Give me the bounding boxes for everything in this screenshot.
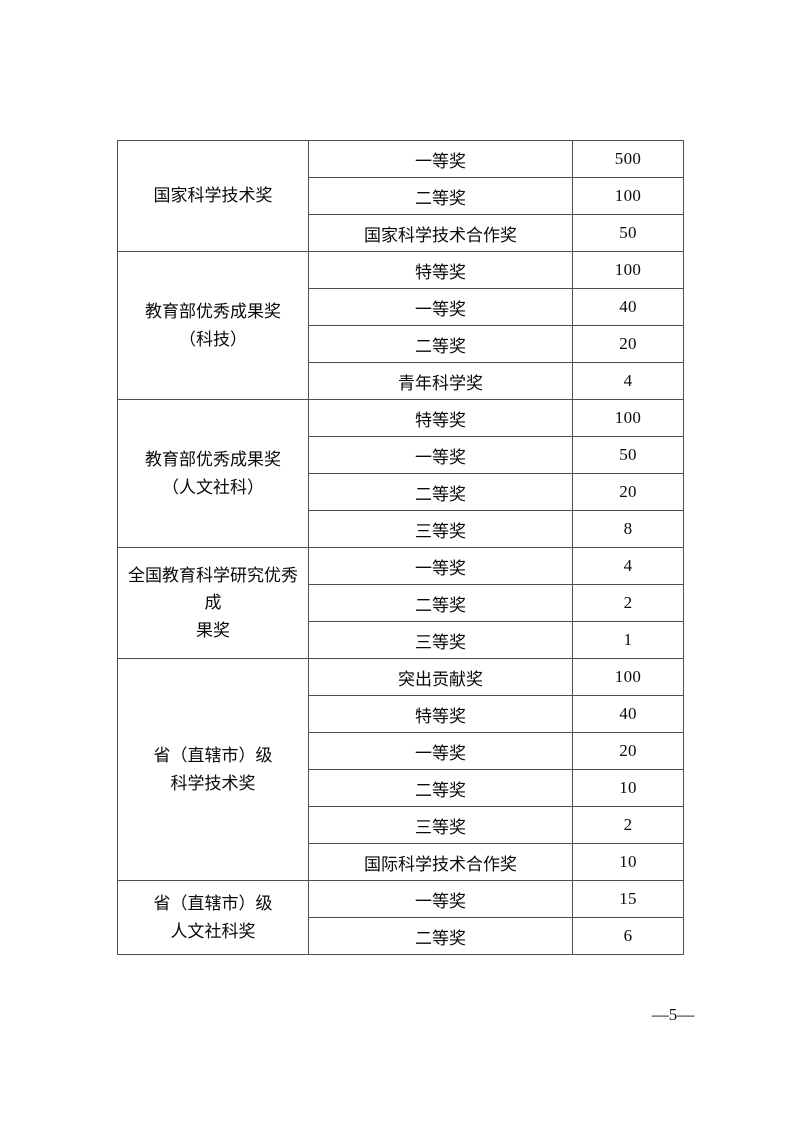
table-row: 二等奖 20: [118, 325, 684, 363]
table-row: 青年科学奖 4: [118, 362, 684, 400]
score-cell: 100: [572, 658, 684, 696]
level-cell: 一等奖: [308, 547, 573, 585]
score-cell: 500: [572, 140, 684, 178]
table-row: 国家科学技术合作奖 50: [118, 214, 684, 252]
score-cell: 20: [572, 325, 684, 363]
table-row: 二等奖 100: [118, 177, 684, 215]
table-row: 二等奖 10: [118, 769, 684, 807]
table-row: 三等奖 1: [118, 621, 684, 659]
level-cell: 青年科学奖: [308, 362, 573, 400]
category-cell: 国家科学技术奖: [117, 140, 309, 252]
level-cell: 一等奖: [308, 880, 573, 918]
score-cell: 50: [572, 436, 684, 474]
table-row: 二等奖 6: [118, 917, 684, 955]
level-cell: 特等奖: [308, 695, 573, 733]
level-cell: 二等奖: [308, 473, 573, 511]
score-cell: 1: [572, 621, 684, 659]
score-cell: 4: [572, 362, 684, 400]
level-cell: 特等奖: [308, 399, 573, 437]
level-cell: 国家科学技术合作奖: [308, 214, 573, 252]
table-row: 省（直辖市）级 人文社科奖 一等奖 15: [117, 880, 684, 955]
table-row: 教育部优秀成果奖 （科技） 特等奖 100: [117, 251, 684, 400]
level-cell: 二等奖: [308, 769, 573, 807]
level-cell: 三等奖: [308, 806, 573, 844]
score-cell: 2: [572, 584, 684, 622]
score-cell: 100: [572, 399, 684, 437]
table-row: 国际科学技术合作奖 10: [118, 843, 684, 881]
score-cell: 10: [572, 769, 684, 807]
level-cell: 一等奖: [308, 732, 573, 770]
level-cell: 一等奖: [308, 140, 573, 178]
level-cell: 三等奖: [308, 510, 573, 548]
category-cell: 教育部优秀成果奖 （科技）: [117, 251, 309, 400]
score-cell: 8: [572, 510, 684, 548]
table-row: 国家科学技术奖 一等奖 500: [117, 140, 684, 252]
table-row: 全国教育科学研究优秀成 果奖 一等奖 4: [117, 547, 684, 659]
level-cell: 一等奖: [308, 288, 573, 326]
score-cell: 2: [572, 806, 684, 844]
level-cell: 二等奖: [308, 325, 573, 363]
score-cell: 100: [572, 177, 684, 215]
score-cell: 50: [572, 214, 684, 252]
level-cell: 二等奖: [308, 917, 573, 955]
level-cell: 国际科学技术合作奖: [308, 843, 573, 881]
level-cell: 二等奖: [308, 177, 573, 215]
level-cell: 三等奖: [308, 621, 573, 659]
score-cell: 10: [572, 843, 684, 881]
category-cell: 省（直辖市）级 科学技术奖: [117, 658, 309, 881]
score-cell: 4: [572, 547, 684, 585]
level-cell: 一等奖: [308, 436, 573, 474]
level-cell: 二等奖: [308, 584, 573, 622]
category-cell: 省（直辖市）级 人文社科奖: [117, 880, 309, 955]
score-cell: 15: [572, 880, 684, 918]
score-cell: 100: [572, 251, 684, 289]
score-cell: 20: [572, 732, 684, 770]
score-cell: 40: [572, 288, 684, 326]
level-cell: 特等奖: [308, 251, 573, 289]
level-cell: 突出贡献奖: [308, 658, 573, 696]
award-points-table: 国家科学技术奖 一等奖 500 二等奖 100 国家科学技术合作奖 50 教育部…: [117, 140, 684, 955]
score-cell: 20: [572, 473, 684, 511]
table-row: 一等奖 20: [118, 732, 684, 770]
category-cell: 全国教育科学研究优秀成 果奖: [117, 547, 309, 659]
table-row: 省（直辖市）级 科学技术奖 突出贡献奖 100: [117, 658, 684, 881]
table-row: 二等奖 20: [118, 473, 684, 511]
table-row: 一等奖 40: [118, 288, 684, 326]
table-row: 三等奖 2: [118, 806, 684, 844]
table-row: 特等奖 40: [118, 695, 684, 733]
score-cell: 6: [572, 917, 684, 955]
page-number: —5—: [651, 1005, 695, 1024]
table-row: 教育部优秀成果奖 （人文社科） 特等奖 100: [117, 399, 684, 548]
score-cell: 40: [572, 695, 684, 733]
table-row: 二等奖 2: [118, 584, 684, 622]
category-cell: 教育部优秀成果奖 （人文社科）: [117, 399, 309, 548]
